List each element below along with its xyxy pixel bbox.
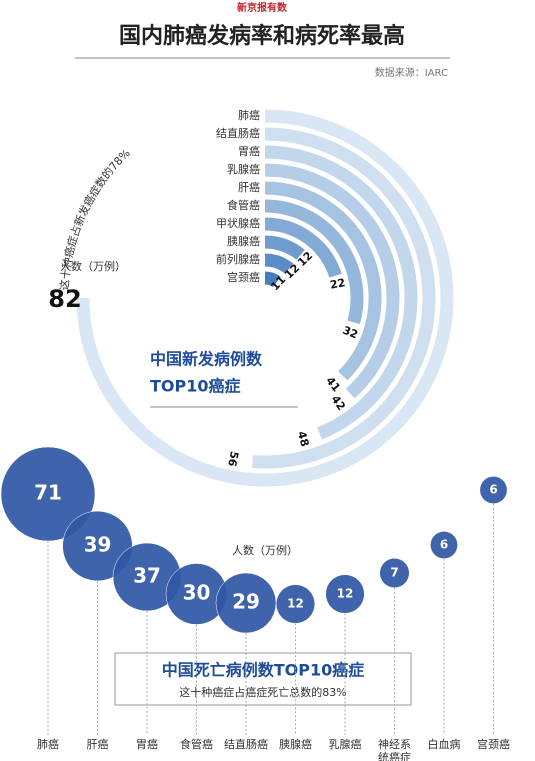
bubble [275, 584, 316, 624]
arc-bar [251, 127, 436, 469]
category-label: 宫颈癌 [227, 270, 260, 284]
value-label: 29 [232, 590, 260, 614]
death-note: 这十种癌症占癌症死亡总数的83% [179, 685, 346, 699]
category-label: 胃癌 [136, 737, 158, 751]
category-label: 肝癌 [238, 180, 260, 194]
category-label: 乳腺癌 [227, 162, 260, 176]
value-label: 12 [287, 597, 304, 611]
category-label: 肺癌 [238, 108, 260, 122]
arc-bar [264, 253, 294, 274]
death-title: 中国死亡病例数TOP10癌症 [162, 661, 365, 680]
title: 国内肺癌发病率和病死率最高 [119, 23, 405, 49]
value-label: 56 [225, 450, 241, 468]
value-label: 7 [390, 566, 398, 580]
radial-title: 中国新发病例数 [150, 350, 263, 369]
category-label: 胰腺癌 [279, 737, 312, 751]
category-label: 肺癌 [37, 737, 59, 751]
category-label: 结直肠癌 [224, 737, 268, 751]
arc-bar [76, 109, 454, 487]
bubble [379, 557, 410, 589]
value-label: 6 [440, 538, 448, 552]
arc-bar [264, 181, 382, 381]
value-label: 6 [489, 483, 497, 497]
arc-bar [264, 235, 305, 260]
category-label: 胃癌 [238, 144, 260, 158]
unit-label: 人数（万例） [232, 543, 298, 557]
brand: 新京报有数 [237, 1, 288, 14]
bubble [430, 531, 458, 559]
category-label: 白血病 [428, 737, 461, 751]
bubble [479, 476, 508, 504]
bubble [62, 510, 133, 582]
category-label-line: 神经系 [378, 737, 411, 751]
category-label: 胰腺癌 [227, 234, 260, 248]
category-label: 神经系统癌症 [378, 737, 411, 761]
category-label: 甲状腺癌 [216, 216, 260, 230]
value-label: 37 [133, 564, 161, 588]
unit-label: 人数（万例） [60, 259, 126, 273]
radial-subtitle: TOP10癌症 [150, 377, 241, 396]
bubble [0, 446, 96, 542]
arc-bar [264, 163, 400, 399]
value-label: 82 [48, 285, 81, 313]
category-label: 结直肠癌 [216, 126, 260, 140]
category-label-line: 统癌症 [378, 750, 411, 761]
value-label: 42 [329, 393, 348, 413]
category-label: 食管癌 [227, 198, 260, 212]
category-label: 肝癌 [87, 737, 109, 751]
category-label: 前列腺癌 [216, 252, 260, 266]
arc-bar [264, 199, 364, 325]
arc-bar [264, 217, 342, 278]
arc-bar [264, 145, 418, 440]
category-label: 乳腺癌 [329, 737, 362, 751]
value-label: 30 [183, 581, 211, 605]
value-label: 48 [295, 430, 312, 448]
arc-bar [264, 271, 281, 288]
value-label: 71 [34, 481, 62, 505]
bubble [325, 574, 365, 614]
death-title-box [114, 652, 412, 706]
value-label: 41 [323, 374, 343, 394]
category-label: 食管癌 [180, 737, 213, 751]
value-label: 22 [329, 276, 346, 292]
category-label: 宫颈癌 [477, 737, 510, 751]
value-label: 12 [337, 587, 354, 601]
value-label: 32 [341, 324, 360, 342]
value-label: 39 [84, 533, 112, 557]
source: 数据来源：IARC [375, 66, 448, 79]
